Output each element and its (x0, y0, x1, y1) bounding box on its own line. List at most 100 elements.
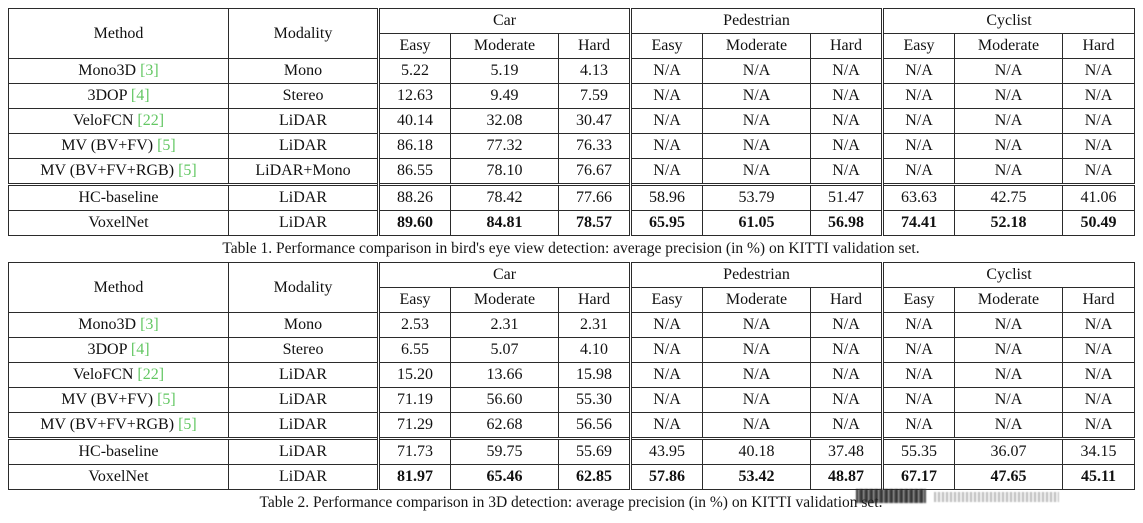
value-cell: 89.60 (377, 210, 451, 236)
header-sub-hard: Hard (558, 33, 631, 59)
method-name: Mono3D (78, 62, 137, 80)
method-cell: HC-baseline (8, 183, 229, 211)
method-name: VeloFCN (72, 112, 134, 130)
value-cell: N/A (810, 337, 883, 363)
header-method: Method (8, 8, 229, 59)
table2-3d-detection: Method Modality Car Pedestrian Cyclist Easy Mo… (8, 262, 1135, 490)
value-cell: 78.57 (558, 210, 631, 236)
value-cell: 86.55 (377, 158, 451, 185)
value-cell: N/A (881, 83, 955, 109)
value-cell: 77.32 (450, 133, 559, 159)
header-method: Method (8, 262, 229, 313)
value-cell: 52.18 (954, 210, 1063, 236)
value-cell: N/A (954, 158, 1063, 185)
method-cell: HC-baseline (8, 437, 229, 465)
value-cell: N/A (1062, 58, 1135, 84)
citation-ref[interactable]: [22] (137, 112, 165, 130)
modality-cell: LiDAR (228, 412, 379, 439)
value-cell: N/A (1062, 158, 1135, 185)
table-row: Mono3D [3] Mono 2.53 2.31 2.31 N/A N/A N/A N/A N/… (8, 312, 1135, 338)
header-modality: Modality (228, 262, 379, 313)
modality-cell: LiDAR (228, 464, 379, 490)
citation-ref[interactable]: [4] (130, 87, 150, 105)
table-row: MV (BV+FV) [5] LiDAR 86.18 77.32 76.33 N/A N/A… (8, 133, 1135, 159)
value-cell: N/A (629, 412, 703, 439)
value-cell: 15.98 (558, 362, 631, 388)
modality-cell: LiDAR (228, 437, 379, 465)
method-cell: VeloFCN [22] (8, 362, 229, 388)
header-sub-moderate: Moderate (450, 33, 559, 59)
citation-ref[interactable]: [5] (157, 391, 176, 409)
method-cell: Mono3D [3] (8, 58, 229, 84)
value-cell: N/A (881, 387, 955, 413)
value-cell: 40.14 (377, 108, 451, 134)
header-group-pedestrian: Pedestrian (629, 262, 883, 288)
value-cell: N/A (629, 83, 703, 109)
header-sub-hard: Hard (558, 287, 631, 313)
value-cell: 57.86 (629, 464, 703, 490)
value-cell: N/A (810, 412, 883, 439)
citation-ref[interactable]: [3] (140, 62, 159, 80)
value-cell: 48.87 (810, 464, 883, 490)
value-cell: 55.35 (881, 437, 955, 465)
header-group-car: Car (377, 262, 631, 288)
citation-ref[interactable]: [5] (178, 162, 197, 180)
value-cell: 56.56 (558, 412, 631, 439)
header-sub-easy: Easy (377, 287, 451, 313)
value-cell: N/A (702, 133, 811, 159)
method-cell: MV (BV+FV) [5] (8, 133, 229, 159)
value-cell: 59.75 (450, 437, 559, 465)
value-cell: 5.22 (377, 58, 451, 84)
value-cell: N/A (954, 58, 1063, 84)
value-cell: N/A (702, 337, 811, 363)
citation-ref[interactable]: [5] (178, 416, 197, 434)
value-cell: 74.41 (881, 210, 955, 236)
header-sub-hard: Hard (1062, 33, 1135, 59)
value-cell: 53.42 (702, 464, 811, 490)
value-cell: N/A (954, 337, 1063, 363)
value-cell: N/A (702, 58, 811, 84)
value-cell: 55.69 (558, 437, 631, 465)
method-cell: Mono3D [3] (8, 312, 229, 338)
value-cell: N/A (702, 362, 811, 388)
value-cell: 71.29 (377, 412, 451, 439)
header-sub-moderate: Moderate (954, 287, 1063, 313)
header-sub-hard: Hard (1062, 287, 1135, 313)
method-name: MV (BV+FV) (61, 391, 154, 409)
citation-ref[interactable]: [3] (140, 316, 159, 334)
method-name: Mono3D (78, 316, 137, 334)
value-cell: N/A (702, 312, 811, 338)
value-cell: N/A (954, 133, 1063, 159)
value-cell: 47.65 (954, 464, 1063, 490)
table-row: VoxelNet LiDAR 89.60 84.81 78.57 65.95 61.05 56… (8, 210, 1135, 236)
value-cell: N/A (702, 158, 811, 185)
method-cell: 3DOP [4] (8, 83, 229, 109)
citation-ref[interactable]: [22] (137, 366, 165, 384)
value-cell: 50.49 (1062, 210, 1135, 236)
method-name: 3DOP (87, 87, 127, 105)
modality-cell: LiDAR (228, 210, 379, 236)
value-cell: N/A (810, 108, 883, 134)
method-name: VeloFCN (72, 366, 134, 384)
table1-caption: Table 1. Performance comparison in bird'… (222, 240, 920, 257)
modality-cell: Stereo (228, 83, 379, 109)
value-cell: N/A (954, 108, 1063, 134)
header-sub-moderate: Moderate (702, 287, 811, 313)
value-cell: 77.66 (558, 183, 631, 211)
table-row: Mono3D [3] Mono 5.22 5.19 4.13 N/A N/A N/A N/A N/… (8, 58, 1135, 84)
value-cell: 9.49 (450, 83, 559, 109)
modality-cell: Mono (228, 312, 379, 338)
value-cell: 12.63 (377, 83, 451, 109)
value-cell: 71.73 (377, 437, 451, 465)
citation-ref[interactable]: [4] (130, 341, 150, 359)
table-row: MV (BV+FV+RGB) [5] LiDAR 71.29 62.68 56.56 N/… (8, 412, 1135, 439)
method-name: 3DOP (87, 341, 127, 359)
value-cell: N/A (1062, 337, 1135, 363)
value-cell: 43.95 (629, 437, 703, 465)
value-cell: N/A (1062, 412, 1135, 439)
value-cell: 67.17 (881, 464, 955, 490)
modality-cell: LiDAR (228, 387, 379, 413)
value-cell: 56.98 (810, 210, 883, 236)
citation-ref[interactable]: [5] (157, 137, 176, 155)
